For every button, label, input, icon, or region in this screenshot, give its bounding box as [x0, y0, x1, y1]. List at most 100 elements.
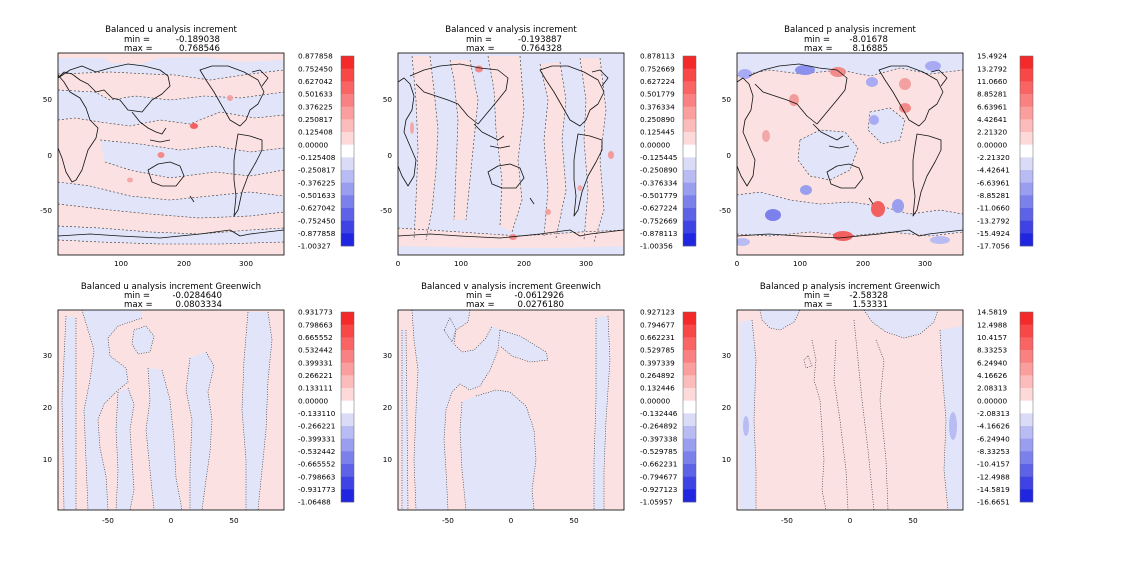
colorbar-label: 0.798663: [298, 320, 333, 329]
colorbar-label: 0.662231: [640, 333, 675, 342]
contour-dashed: [398, 55, 624, 243]
colorbar-frame: [1019, 55, 1034, 247]
colorbar-cell: [341, 132, 354, 145]
colorbar: 0.931773 0.798663 0.665552 0.532442 0.399331…: [298, 308, 355, 507]
colorbar-cell: [683, 56, 696, 69]
colorbar-cell: [341, 438, 354, 452]
max-label: max =: [124, 300, 153, 310]
negative-region: [82, 310, 142, 510]
colorbar-cell: [1020, 400, 1033, 414]
colorbar-frame: [682, 55, 697, 247]
coastline-australia: [487, 163, 535, 205]
colorbar-label: 0.00000: [977, 396, 1008, 405]
colorbar-label: 0.264892: [640, 371, 675, 380]
max-value: 8.16885: [852, 44, 888, 54]
colorbar-cell: [341, 312, 354, 325]
coastlines: [58, 63, 284, 239]
colorbar-label: 0.501779: [640, 90, 675, 99]
colorbar-label: 0.00000: [977, 140, 1008, 149]
coastline-south-america: [573, 133, 603, 217]
colorbar-cell: [341, 94, 354, 107]
colorbar-cell: [341, 451, 354, 465]
y-tick-label: 10: [722, 455, 732, 464]
positive-region: [450, 60, 478, 220]
min-value: -0.0284640: [172, 291, 222, 301]
colorbar-cell: [683, 350, 696, 363]
x-tick-label: 50: [229, 516, 239, 525]
negative-region: [100, 140, 284, 178]
coastline-north-america: [199, 65, 269, 127]
negative-region: [58, 57, 284, 80]
colorbar-cell: [341, 388, 354, 401]
increment-blob: [866, 77, 878, 87]
colorbar-label: -0.125445: [640, 153, 677, 162]
colorbar-label: 0.665552: [298, 333, 333, 342]
colorbar-label: -10.4157: [977, 460, 1010, 469]
negative-region: [242, 312, 272, 510]
colorbar-cell: [1020, 220, 1033, 234]
max-value: 1.53331: [852, 300, 888, 310]
colorbar-cell: [1020, 195, 1033, 209]
y-tick-label: 20: [383, 403, 393, 412]
colorbar-cell: [683, 182, 696, 196]
colorbar-label: 0.125408: [298, 128, 333, 137]
colorbar-cell: [683, 438, 696, 452]
coastline-asia-se: [473, 123, 511, 149]
increment-blob: [930, 236, 950, 244]
colorbar-label: -0.397338: [640, 434, 678, 443]
colorbar-label: 0.00000: [640, 140, 671, 149]
negative-region: [412, 310, 500, 510]
colorbar-cell: [1020, 350, 1033, 363]
colorbar: 15.4924 13.2792 11.0660 8.85281 6.63961 4.426…: [977, 52, 1034, 251]
colorbar-label: -17.7056: [977, 242, 1010, 251]
coastline-australia: [147, 161, 195, 203]
colorbar-label: 4.16626: [977, 371, 1008, 380]
x-tick-label: 200: [517, 259, 531, 268]
increment-blob: [127, 177, 133, 183]
colorbar-cell: [1020, 375, 1033, 389]
colorbar-label: -0.125408: [298, 153, 336, 162]
negative-region: [500, 330, 548, 362]
colorbar-label: 0.133111: [298, 384, 333, 393]
colorbar-label: 6.24940: [977, 358, 1008, 367]
colorbar-label: -0.752669: [640, 216, 678, 225]
colorbar-cell: [1020, 157, 1033, 171]
x-tick-label: 100: [114, 259, 128, 268]
y-tick-label: 30: [43, 351, 53, 360]
colorbar-label: -0.532442: [298, 447, 335, 456]
increment-blob: [545, 209, 551, 215]
colorbar-label: 0.250817: [298, 115, 333, 124]
contour-dashed: [58, 69, 284, 245]
colorbar-cell: [1020, 489, 1033, 503]
colorbar-cell: [341, 400, 354, 414]
negative-region: [740, 320, 756, 510]
contour-dotted: [401, 310, 611, 510]
increment-blob: [737, 238, 750, 246]
colorbar-cell: [341, 119, 354, 133]
colorbar-label: 14.5819: [977, 308, 1008, 317]
y-tick-label: 30: [722, 351, 732, 360]
colorbar-label: 0.627042: [298, 77, 333, 86]
colorbar-label: -0.662231: [640, 460, 677, 469]
colorbar-cell: [683, 464, 696, 477]
colorbar-label: -0.627042: [298, 204, 335, 213]
colorbar-cell: [683, 388, 696, 401]
colorbar-label: 12.4988: [977, 320, 1008, 329]
negative-region: [737, 53, 963, 76]
colorbar: 14.5819 12.4988 10.4157 8.33253 6.24940 4.166…: [977, 308, 1034, 507]
min-value: -0.189038: [176, 35, 220, 45]
max-value: 0.0276180: [518, 300, 564, 310]
colorbar-cell: [683, 413, 696, 427]
colorbar-cell: [683, 451, 696, 465]
colorbar-frame: [340, 55, 355, 247]
colorbar-label: -0.798663: [298, 472, 336, 481]
contour-dotted: [751, 310, 949, 510]
colorbar-label: -0.931773: [298, 485, 336, 494]
increment-blob: [925, 61, 941, 71]
colorbar-label: -1.00327: [298, 242, 331, 251]
y-tick-label: -50: [719, 206, 731, 215]
min-value: -0.0612926: [514, 291, 564, 301]
colorbar-label: 0.532442: [298, 346, 333, 355]
min-value: -8.01678: [849, 35, 888, 45]
x-tick-label: 300: [239, 259, 253, 268]
